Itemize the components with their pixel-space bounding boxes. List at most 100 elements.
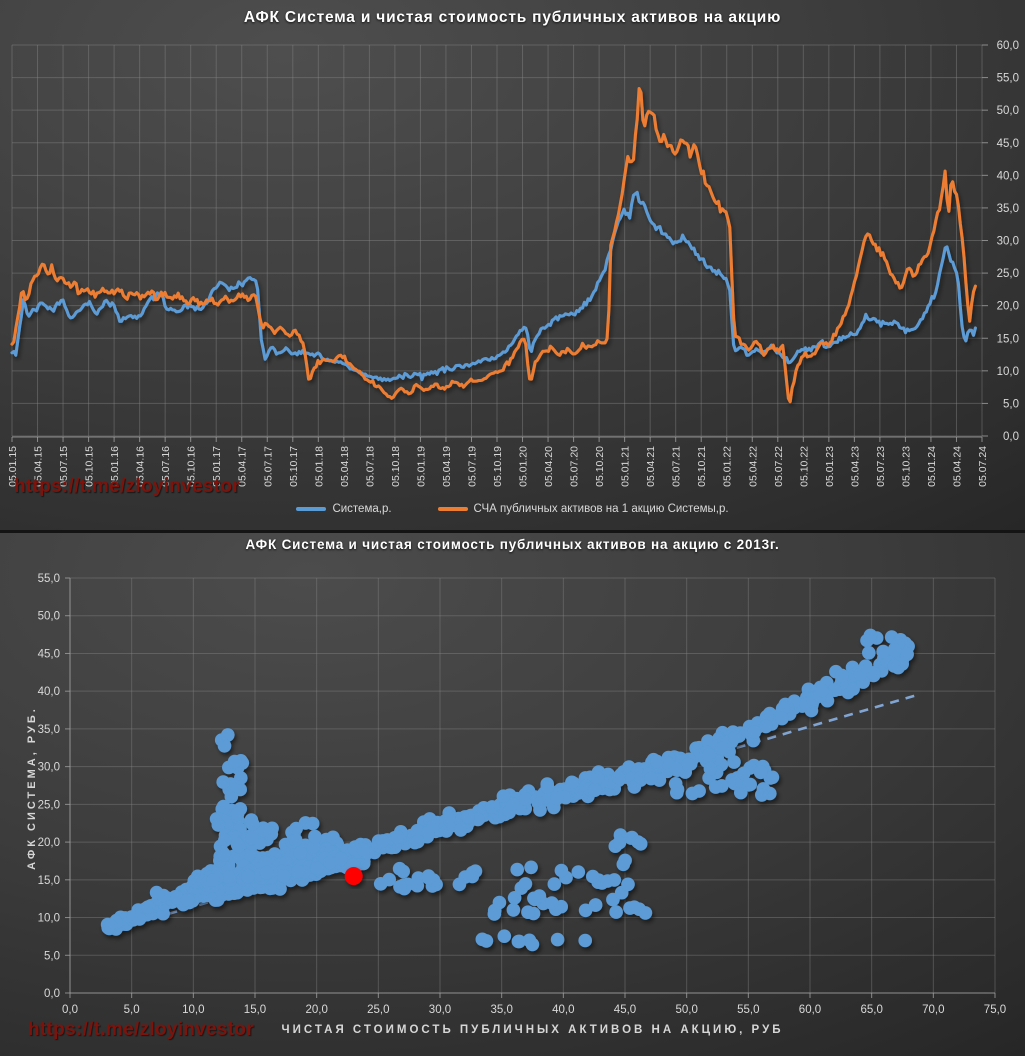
watermark-link-bottom: https://t.me/zloyinvestor [28,1019,255,1040]
svg-text:15,0: 15,0 [38,875,60,887]
svg-text:05.01.22: 05.01.22 [722,446,734,487]
watermark-link-top: https://t.me/zloyinvestor [14,476,241,497]
svg-text:55,0: 55,0 [997,73,1019,85]
svg-text:05.04.24: 05.04.24 [951,446,963,487]
svg-text:05.10.20: 05.10.20 [594,446,606,487]
svg-text:05.01.21: 05.01.21 [620,446,632,487]
svg-text:20,0: 20,0 [997,301,1019,313]
svg-text:05.04.19: 05.04.19 [441,446,453,487]
svg-text:40,0: 40,0 [38,686,60,698]
svg-text:35,0: 35,0 [38,724,60,736]
line-chart-axes [11,44,988,442]
svg-text:05.07.20: 05.07.20 [569,446,581,487]
svg-text:05.10.18: 05.10.18 [390,446,402,487]
svg-text:65,0: 65,0 [860,1004,882,1016]
svg-text:15,0: 15,0 [244,1004,266,1016]
line-chart-gridlines [11,44,983,437]
svg-text:05.01.16: 05.01.16 [109,446,121,487]
scatter-chart-panel: 0,0 5,0 10,0 15,0 20,0 25,0 30,0 35,0 40,0 45,0 50… [0,530,1025,1056]
svg-text:20,0: 20,0 [305,1004,327,1016]
svg-text:5,0: 5,0 [44,950,60,962]
svg-text:05.07.16: 05.07.16 [160,446,172,487]
svg-text:50,0: 50,0 [38,611,60,623]
scatter-points [100,628,915,952]
svg-text:75,0: 75,0 [984,1004,1006,1016]
scatter-y-axis-title: АФК СИСТЕМА, РУБ. [26,706,38,870]
scatter-x-tick-labels: 0,0 5,0 10,0 15,0 20,0 25,0 30,0 35,0 40,0 45,0 50… [62,1004,1006,1016]
svg-text:05.01.19: 05.01.19 [415,446,427,487]
legend-line-orange-icon [437,507,468,511]
series-sistema-line [10,190,977,383]
svg-text:05.10.22: 05.10.22 [798,446,810,487]
svg-text:05.01.18: 05.01.18 [313,446,325,487]
svg-text:45,0: 45,0 [614,1004,636,1016]
legend-label-sistema: Система,р. [332,503,392,515]
svg-text:60,0: 60,0 [997,40,1019,52]
svg-text:05.10.21: 05.10.21 [696,446,708,487]
svg-text:05.01.23: 05.01.23 [824,446,836,487]
svg-text:05.07.24: 05.07.24 [977,446,989,487]
svg-text:05.04.22: 05.04.22 [747,446,759,487]
svg-text:05.04.23: 05.04.23 [849,446,861,487]
svg-text:0,0: 0,0 [44,988,60,1000]
svg-text:0,0: 0,0 [62,1004,78,1016]
svg-text:05.07.15: 05.07.15 [58,446,70,487]
line-chart-title: АФК Система и чистая стоимость публичных… [243,9,782,26]
svg-text:40,0: 40,0 [997,170,1019,182]
scatter-x-axis-title: ЧИСТАЯ СТОИМОСТЬ ПУБЛИЧНЫХ АКТИВОВ НА АК… [281,1024,784,1036]
scatter-current-point [344,867,363,886]
svg-text:30,0: 30,0 [429,1004,451,1016]
line-chart-y-tick-labels: 0,0 5,0 10,0 15,0 20,0 25,0 30,0 35,0 40,0 45,0 50… [997,40,1019,443]
svg-text:20,0: 20,0 [38,837,60,849]
svg-text:55,0: 55,0 [38,573,60,585]
line-chart-x-tick-labels: 05.01.15 05.04.15 05.07.15 05.10.15 05.01.16… [7,446,989,487]
svg-text:05.07.23: 05.07.23 [875,446,887,487]
svg-text:25,0: 25,0 [997,268,1019,280]
svg-text:05.10.19: 05.10.19 [492,446,504,487]
svg-text:05.04.17: 05.04.17 [237,446,249,487]
svg-text:5,0: 5,0 [124,1004,140,1016]
svg-text:05.04.18: 05.04.18 [339,446,351,487]
svg-text:05.07.19: 05.07.19 [466,446,478,487]
scatter-chart-canvas: 0,0 5,0 10,0 15,0 20,0 25,0 30,0 35,0 40,0 45,0 50… [38,573,1007,1016]
svg-text:60,0: 60,0 [799,1004,821,1016]
svg-text:50,0: 50,0 [997,105,1019,117]
line-chart-panel: 0,0 5,0 10,0 15,0 20,0 25,0 30,0 35,0 40,0 45,0 50… [0,0,1025,530]
svg-text:50,0: 50,0 [675,1004,697,1016]
svg-text:10,0: 10,0 [182,1004,204,1016]
line-chart-canvas: 0,0 5,0 10,0 15,0 20,0 25,0 30,0 35,0 40,0 45,0 50… [7,40,1019,487]
svg-text:05.07.18: 05.07.18 [364,446,376,487]
svg-text:05.04.20: 05.04.20 [543,446,555,487]
svg-text:5,0: 5,0 [1003,398,1019,410]
svg-text:25,0: 25,0 [38,799,60,811]
svg-text:35,0: 35,0 [490,1004,512,1016]
legend-line-blue-icon [296,507,327,511]
svg-text:05.04.16: 05.04.16 [135,446,147,487]
svg-text:05.07.22: 05.07.22 [773,446,785,487]
legend-item-sistema: Система,р. [296,503,392,515]
svg-text:05.01.20: 05.01.20 [518,446,530,487]
svg-text:15,0: 15,0 [997,333,1019,345]
svg-text:10,0: 10,0 [997,366,1019,378]
legend-item-nav: СЧА публичных активов на 1 акцию Системы… [437,503,729,515]
svg-text:35,0: 35,0 [997,203,1019,215]
scatter-y-tick-labels: 0,0 5,0 10,0 15,0 20,0 25,0 30,0 35,0 40,0 45,0 50… [38,573,60,1000]
svg-text:05.10.23: 05.10.23 [900,446,912,487]
chart-legend: Система,р. СЧА публичных активов на 1 ак… [0,503,1025,515]
line-chart-series [10,87,977,404]
svg-text:45,0: 45,0 [997,138,1019,150]
scatter-gridlines [69,577,996,994]
svg-text:70,0: 70,0 [922,1004,944,1016]
svg-text:05.10.15: 05.10.15 [84,446,96,487]
scatter-chart-title: АФК Система и чистая стоимость публичных… [245,537,780,552]
svg-text:05.01.15: 05.01.15 [7,446,19,487]
svg-text:05.01.17: 05.01.17 [211,446,223,487]
series-nav-line [10,87,977,404]
svg-text:05.07.21: 05.07.21 [671,446,683,487]
svg-text:05.04.15: 05.04.15 [33,446,45,487]
svg-text:05.07.17: 05.07.17 [262,446,274,487]
svg-text:05.10.16: 05.10.16 [186,446,198,487]
legend-label-nav: СЧА публичных активов на 1 акцию Системы… [473,503,729,515]
svg-text:30,0: 30,0 [997,236,1019,248]
svg-text:05.10.17: 05.10.17 [288,446,300,487]
